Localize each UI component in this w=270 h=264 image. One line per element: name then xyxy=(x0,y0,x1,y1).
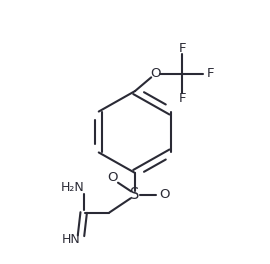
Text: S: S xyxy=(130,187,140,202)
Text: O: O xyxy=(150,67,160,81)
Text: HN: HN xyxy=(61,233,80,247)
Text: H₂N: H₂N xyxy=(61,181,85,194)
Text: F: F xyxy=(178,92,186,105)
Text: F: F xyxy=(178,42,186,55)
Text: O: O xyxy=(107,171,117,184)
Text: O: O xyxy=(160,188,170,201)
Text: F: F xyxy=(206,67,214,81)
